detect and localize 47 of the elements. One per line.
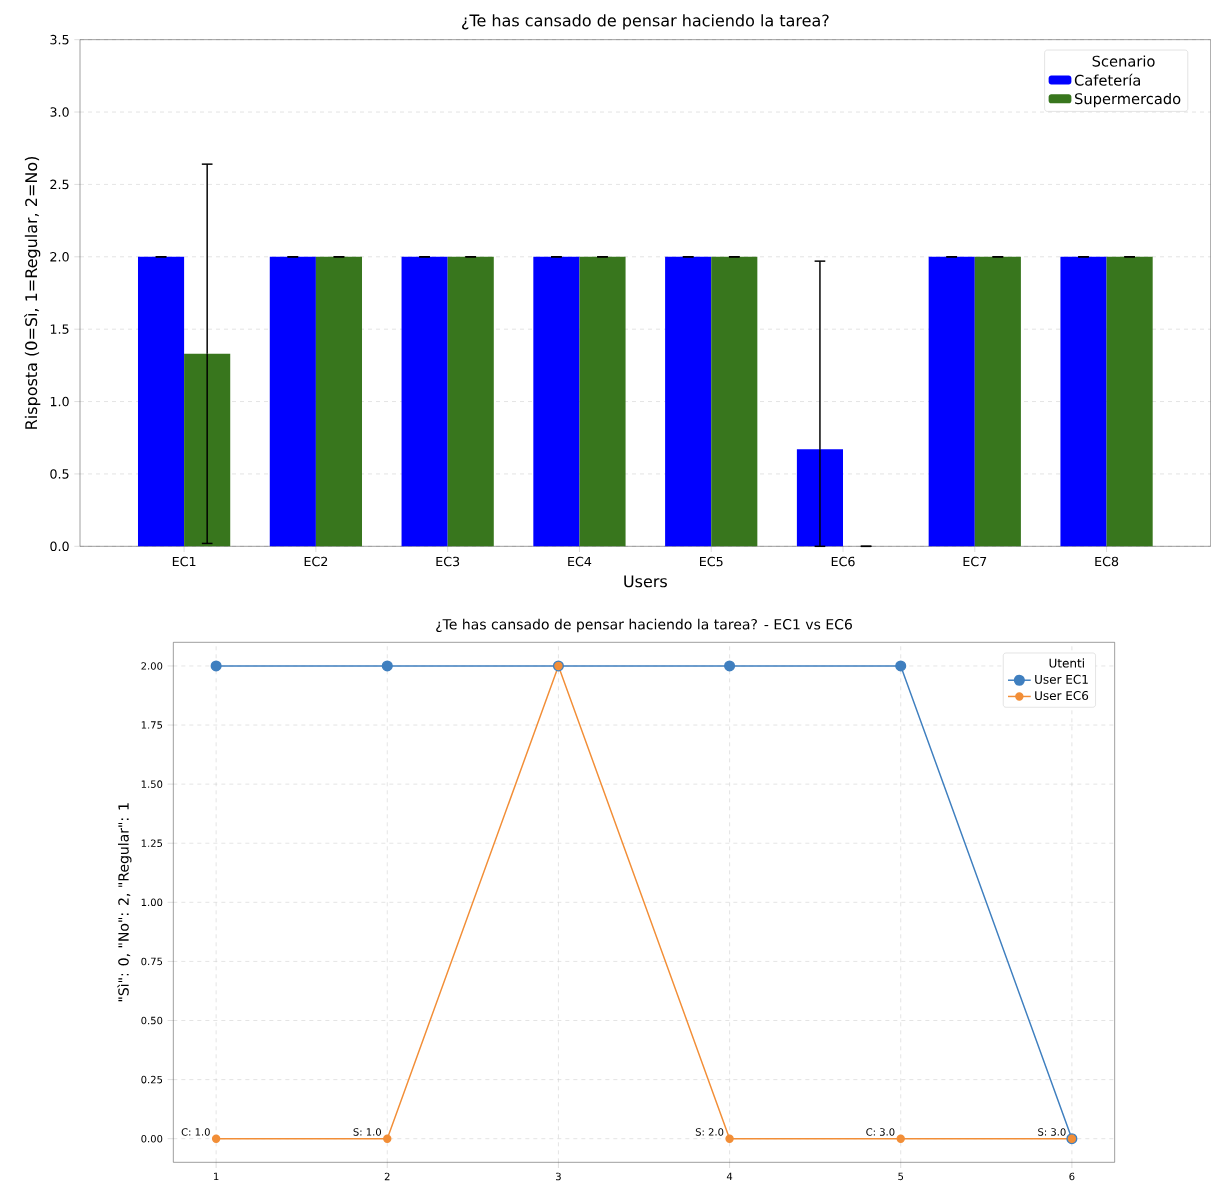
annotation: S: 2.0 bbox=[695, 1128, 724, 1136]
y-tick-label: 1.75 bbox=[141, 721, 163, 729]
x-tick-label: 6 bbox=[1069, 1172, 1075, 1181]
y-tick-label: 1.25 bbox=[141, 839, 163, 848]
x-tick-label: 3 bbox=[556, 1172, 561, 1181]
x-tick-label: EC8 bbox=[1095, 556, 1119, 567]
x-tick-label: 2 bbox=[384, 1172, 390, 1181]
y-tick-label: 0.0 bbox=[50, 541, 69, 552]
y-tick-label: 3.0 bbox=[50, 107, 69, 117]
annotation: C: 3.0 bbox=[866, 1128, 895, 1136]
y-axis-title: Risposta (0=Sì, 1=Regular, 2=No) bbox=[24, 157, 41, 429]
x-tick-label: 1 bbox=[214, 1172, 219, 1181]
x-tick-label: EC4 bbox=[568, 556, 592, 567]
y-tick-label: 2.0 bbox=[50, 252, 69, 262]
annotation: S: 3.0 bbox=[1038, 1128, 1066, 1136]
x-tick-label: EC6 bbox=[831, 556, 855, 567]
y-tick-label: 1.50 bbox=[141, 780, 163, 788]
chart-title: ¿Te has cansado de pensar haciendo la tarea? bbox=[462, 14, 829, 30]
annotation: C: 1.0 bbox=[181, 1128, 210, 1136]
legend-label: Supermercado bbox=[1075, 92, 1181, 108]
x-tick-label: EC1 bbox=[172, 556, 196, 567]
x-axis-title: Users bbox=[624, 575, 667, 588]
y-tick-label: 1.00 bbox=[141, 898, 163, 907]
x-tick-label: 5 bbox=[898, 1172, 904, 1181]
legend-title: Scenario bbox=[1092, 55, 1155, 67]
y-tick-label: 2.00 bbox=[141, 662, 163, 670]
y-tick-label: 0.50 bbox=[141, 1016, 163, 1025]
legend-label: User EC6 bbox=[1035, 691, 1089, 701]
chart-title: ¿Te has cansado de pensar haciendo la tarea? - EC1 vs EC6 bbox=[436, 618, 852, 633]
x-tick-label: 4 bbox=[726, 1172, 733, 1181]
x-tick-label: EC2 bbox=[304, 556, 328, 567]
y-tick-label: 1.5 bbox=[50, 324, 69, 334]
legend-label: User EC1 bbox=[1035, 674, 1088, 684]
y-tick-label: 1.0 bbox=[50, 396, 69, 407]
y-axis-title: "Sì": 0, "No": 2, "Regular": 1 bbox=[117, 803, 132, 1002]
y-tick-label: 0.25 bbox=[141, 1075, 163, 1084]
y-tick-label: 0.5 bbox=[50, 469, 69, 479]
y-tick-label: 3.5 bbox=[50, 34, 69, 45]
legend-title: Utenti bbox=[1049, 658, 1084, 668]
x-tick-label: EC5 bbox=[700, 556, 723, 567]
y-tick-label: 0.00 bbox=[141, 1134, 163, 1143]
x-tick-label: EC3 bbox=[436, 556, 460, 567]
y-tick-label: 2.5 bbox=[50, 179, 69, 190]
x-tick-label: EC7 bbox=[963, 556, 987, 567]
annotation: S: 1.0 bbox=[353, 1128, 381, 1136]
y-tick-label: 0.75 bbox=[141, 957, 163, 966]
legend-label: Cafetería bbox=[1074, 73, 1140, 86]
